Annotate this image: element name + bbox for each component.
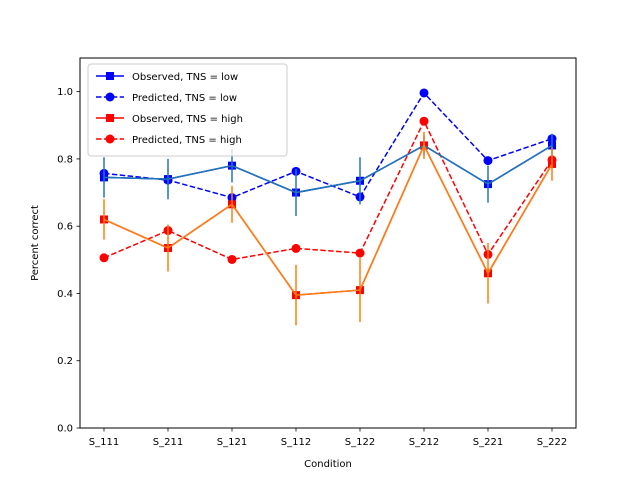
legend: Observed, TNS = low Predicted, TNS = low O… [87,63,288,157]
legend-entry: Observed, TNS = high [96,114,243,125]
legend-label: Predicted, TNS = low [132,93,237,104]
x-tick-label: S_112 [281,437,311,448]
y-tick-label: 1.0 [57,87,73,98]
data-point [355,248,365,258]
error-bars-observed-tns-high [103,132,553,326]
y-tick-label: 0.6 [57,222,73,233]
data-point [419,88,429,98]
error-bar-line [103,143,553,296]
y-tick-label: 0.8 [57,154,73,165]
data-point [99,253,109,263]
data-point [483,156,493,166]
x-tick-label: S_111 [89,437,119,448]
legend-marker [105,134,115,144]
x-tick-label: S_211 [153,437,183,448]
legend-marker [105,92,115,102]
legend-box [87,63,288,157]
legend-label: Observed, TNS = low [132,72,238,83]
x-tick-label: S_221 [473,437,503,448]
legend-marker [106,114,114,122]
legend-entry: Observed, TNS = low [96,72,238,83]
y-tick-label: 0.0 [57,424,73,435]
ticks-layer: 0.0 0.2 0.4 0.6 0.8 1.0 S_111 S_211 S_121 S_112 S_… [57,87,567,448]
x-tick-label: S_122 [345,437,375,448]
data-point [227,254,237,264]
legend-marker [106,72,114,80]
x-tick-label: S_222 [537,437,567,448]
error-bar-line [103,144,553,194]
series-line [103,91,553,199]
y-axis-label: Percent correct [30,205,41,281]
legend-entry: Predicted, TNS = high [96,134,242,146]
y-tick-label: 0.2 [57,356,73,367]
x-axis-label: Condition [304,459,352,470]
x-tick-label: S_212 [409,437,439,448]
legend-label: Predicted, TNS = high [132,135,242,146]
y-tick-label: 0.4 [57,289,73,300]
data-point [419,116,429,126]
series-layer [99,88,557,326]
legend-entry: Predicted, TNS = low [96,92,237,104]
series-line [103,119,553,261]
plot-frame [79,57,577,429]
legend-label: Observed, TNS = high [132,114,243,125]
data-point [291,243,301,253]
x-tick-label: S_121 [217,437,247,448]
